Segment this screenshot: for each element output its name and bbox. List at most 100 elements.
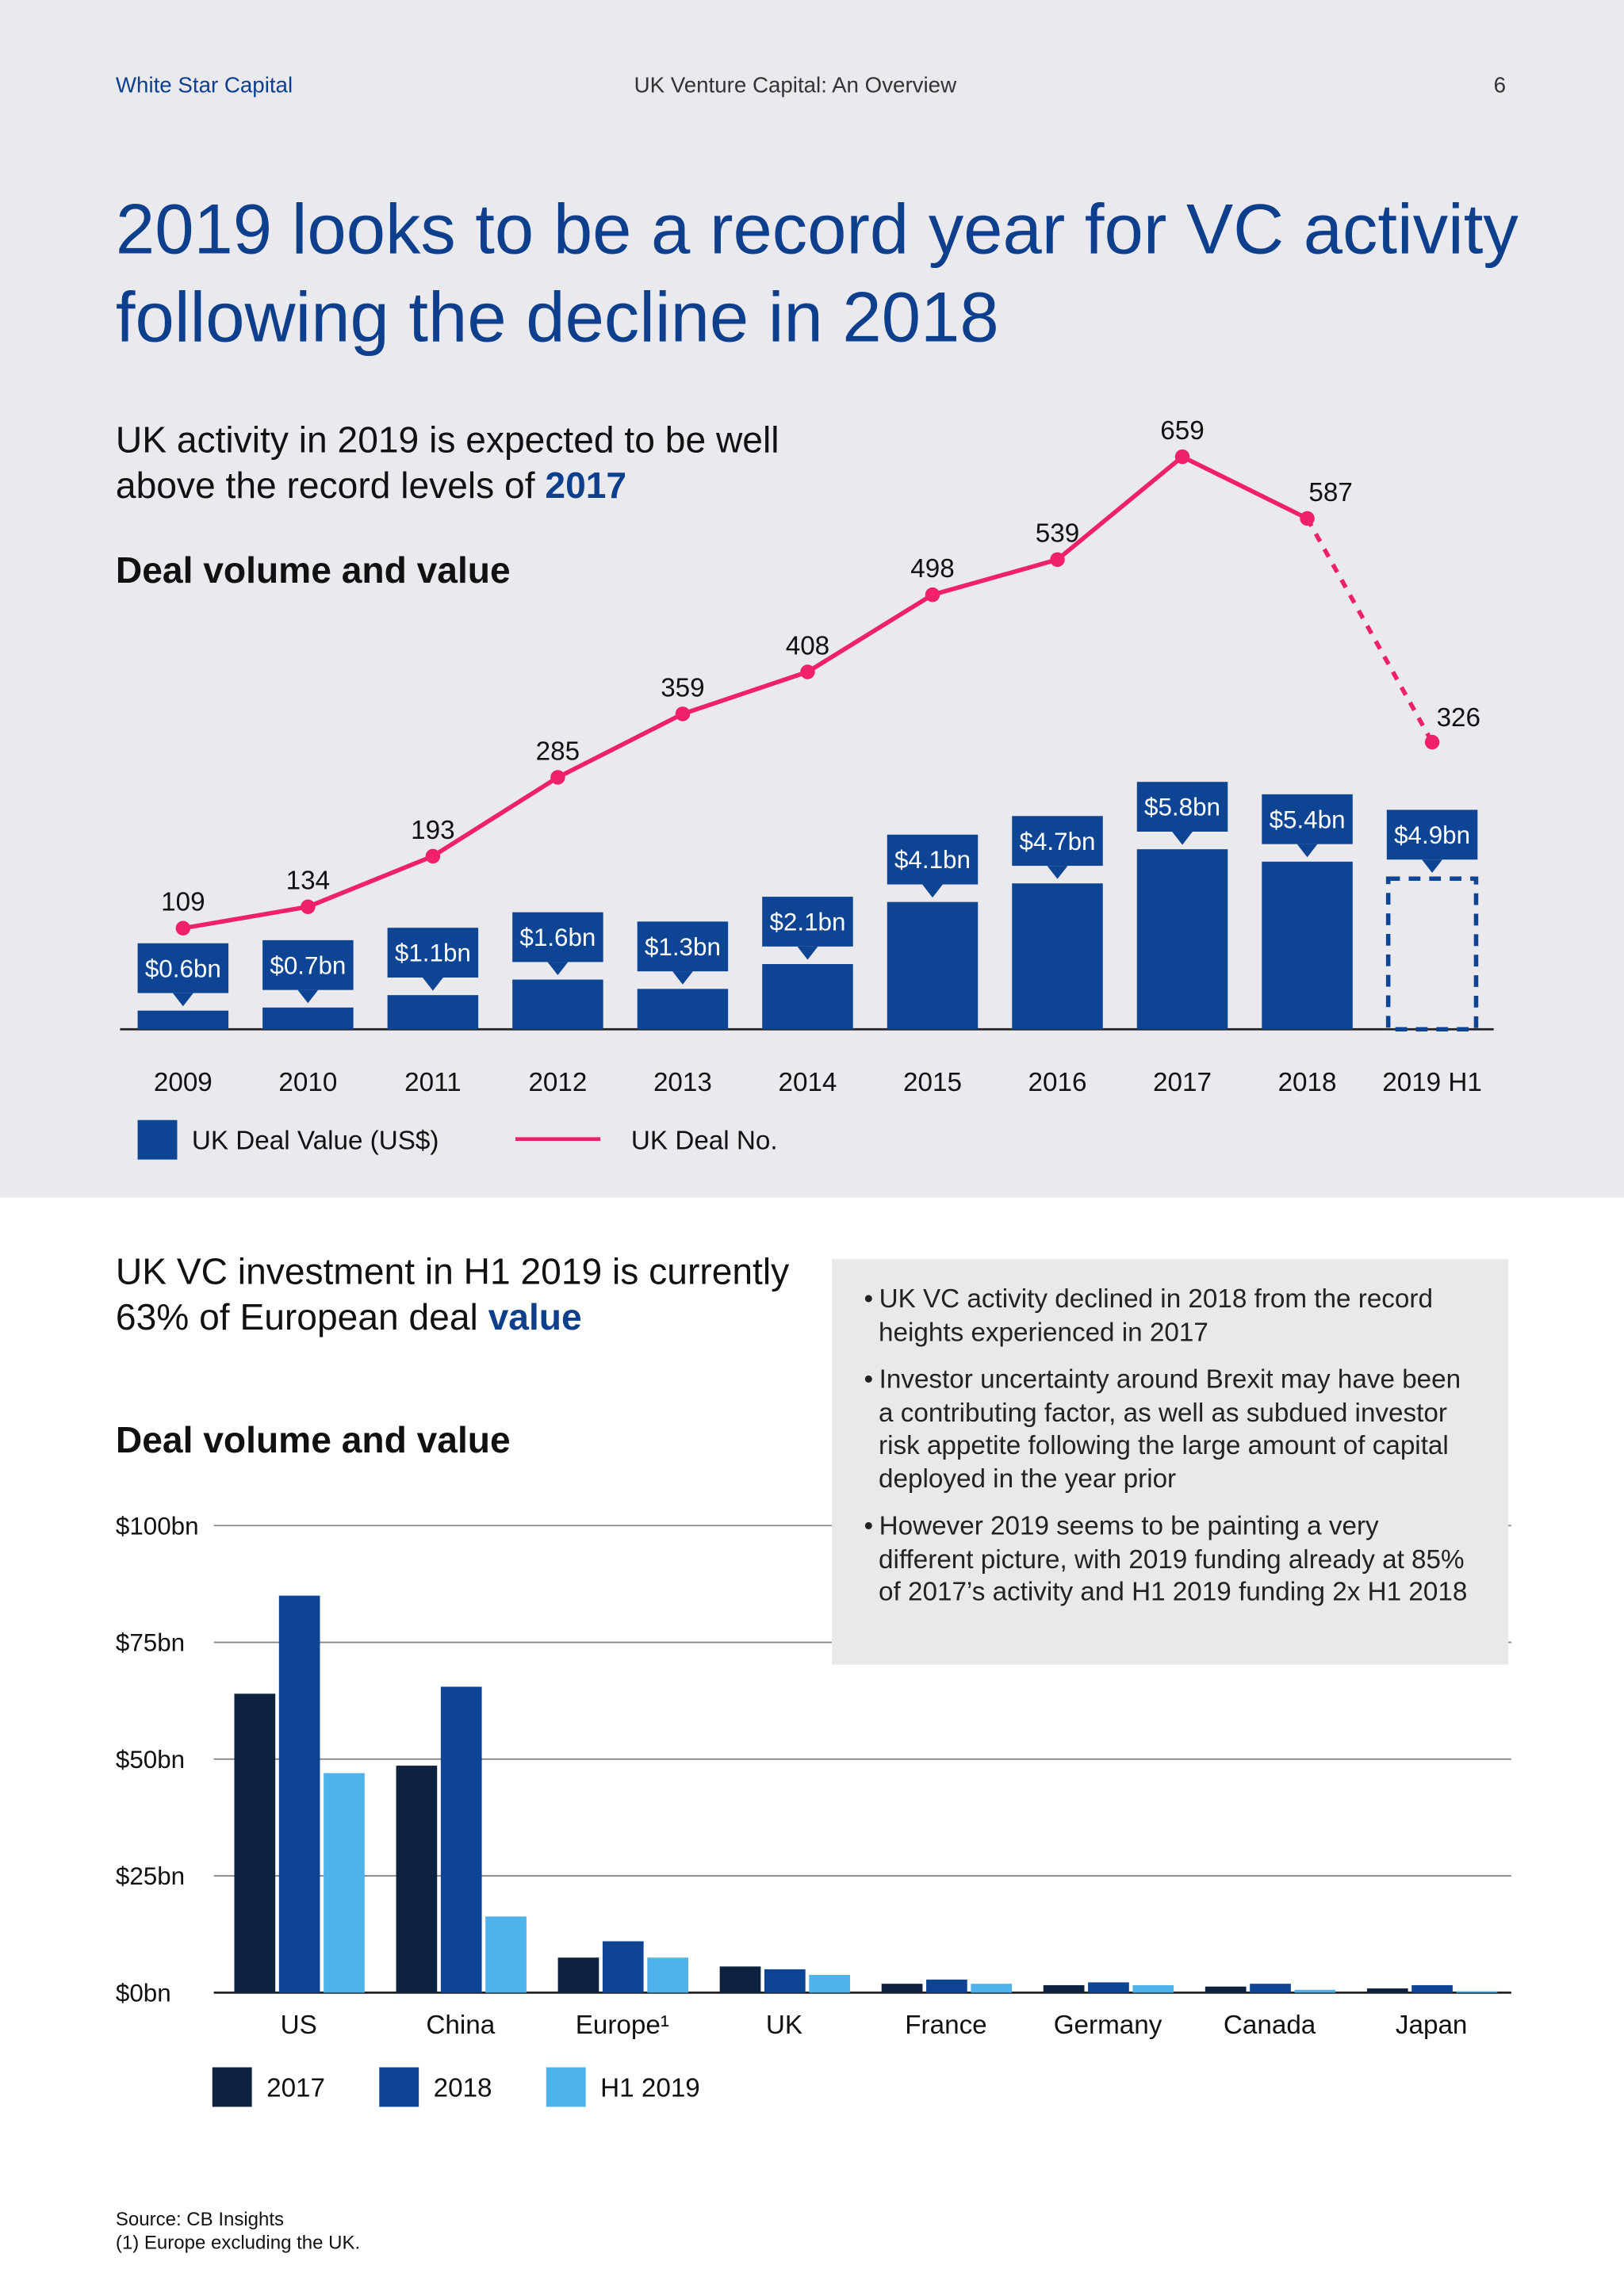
bar-2018 bbox=[440, 1686, 482, 1993]
bullet-3: However 2019 seems to be painting a very… bbox=[864, 1510, 1480, 1609]
deal-count-line-segment bbox=[1181, 454, 1308, 521]
deal-count-label: 498 bbox=[910, 554, 954, 584]
y-tick-label: $50bn bbox=[116, 1746, 185, 1774]
deal-count-label: 587 bbox=[1308, 478, 1352, 507]
bullet-1: UK VC activity declined in 2018 from the… bbox=[864, 1283, 1480, 1349]
bar bbox=[262, 1007, 354, 1030]
bar bbox=[137, 1010, 229, 1030]
deal-count-line-segment bbox=[932, 557, 1059, 597]
legend-swatch bbox=[212, 2067, 252, 2107]
x-tick-label: 2009 bbox=[154, 1068, 213, 1097]
value-label-pointer bbox=[922, 884, 943, 898]
y-tick-label: $100bn bbox=[116, 1512, 199, 1540]
bar bbox=[637, 989, 729, 1030]
bar-h1-2019 bbox=[647, 1957, 688, 1993]
bar-value-label: $5.8bn bbox=[1144, 794, 1220, 821]
legend-label: 2017 bbox=[266, 2073, 325, 2103]
deal-count-label: 285 bbox=[536, 737, 580, 766]
bar-2018 bbox=[764, 1969, 806, 1993]
bar-h1-2019 bbox=[485, 1916, 527, 1993]
legend-label: H1 2019 bbox=[600, 2073, 700, 2103]
value-label-pointer bbox=[547, 962, 569, 976]
footnote: (1) Europe excluding the UK. bbox=[115, 2231, 361, 2254]
deal-count-point bbox=[1050, 552, 1065, 568]
deal-count-point bbox=[800, 664, 815, 679]
bar-value-label: $4.1bn bbox=[894, 846, 971, 874]
x-tick-label: Germany bbox=[1054, 2011, 1162, 2040]
commentary-box: UK VC activity declined in 2018 from the… bbox=[831, 1259, 1509, 1665]
deal-count-point bbox=[1300, 511, 1315, 526]
x-tick-label: Canada bbox=[1224, 2011, 1316, 2040]
deal-count-line-segment bbox=[1305, 517, 1434, 744]
value-label-box bbox=[512, 912, 603, 962]
x-tick-label: 2011 bbox=[404, 1068, 461, 1097]
value-label-box bbox=[1136, 782, 1228, 832]
global-vc-chart: $0bn $25bn $50bn $75bn $100bn US China Europe¹ U… bbox=[116, 1512, 1511, 2107]
value-label-pointer bbox=[1172, 831, 1193, 845]
value-label-box bbox=[137, 943, 229, 993]
x-tick-label: 2010 bbox=[278, 1068, 337, 1097]
bar-2018 bbox=[1411, 1984, 1453, 1993]
value-label-box bbox=[262, 939, 354, 990]
legend-swatch bbox=[546, 2067, 586, 2107]
bar-2018 bbox=[926, 1979, 967, 1993]
deal-count-label: 134 bbox=[286, 867, 330, 896]
y-tick-label: $0bn bbox=[116, 1979, 171, 2007]
value-label-box bbox=[1386, 809, 1478, 860]
x-tick-label: 2012 bbox=[528, 1068, 587, 1097]
x-tick-label: 2014 bbox=[778, 1068, 837, 1097]
legend-swatch bbox=[379, 2067, 419, 2107]
value-label-pointer bbox=[797, 946, 818, 960]
value-label-pointer bbox=[1297, 844, 1318, 858]
x-tick-label: France bbox=[905, 2011, 986, 2040]
bar bbox=[1012, 883, 1103, 1030]
x-tick-label: 2018 bbox=[1278, 1068, 1337, 1097]
bar-2017 bbox=[1043, 1984, 1085, 1993]
section2-subtitle: UK VC investment in H1 2019 is currently… bbox=[116, 1250, 818, 1341]
bar-2017 bbox=[1205, 1986, 1247, 1993]
bar-value-label: $4.7bn bbox=[1020, 828, 1096, 855]
x-tick-label: US bbox=[281, 2011, 317, 2040]
section2-chart-title: Deal volume and value bbox=[115, 1420, 511, 1462]
value-label-pointer bbox=[422, 978, 443, 991]
footer: Source: CB Insights (1) Europe excluding… bbox=[116, 2208, 360, 2255]
deal-count-point bbox=[550, 770, 565, 785]
deal-count-line-segment bbox=[431, 775, 559, 859]
value-label-box bbox=[1012, 816, 1103, 867]
bar-value-label: $1.3bn bbox=[645, 933, 721, 961]
x-tick-label: 2013 bbox=[653, 1068, 712, 1097]
bar bbox=[387, 995, 479, 1030]
bar-value-label: $0.6bn bbox=[145, 955, 221, 982]
bar-value-label: $4.9bn bbox=[1394, 821, 1470, 849]
x-tick-label: Japan bbox=[1396, 2011, 1468, 2040]
deal-count-label: 539 bbox=[1036, 519, 1079, 549]
bar bbox=[1262, 861, 1353, 1030]
deal-count-label: 408 bbox=[786, 631, 829, 660]
bar-value-label: $1.1bn bbox=[395, 939, 471, 967]
y-tick-label: $25bn bbox=[116, 1862, 185, 1890]
x-tick-label: 2016 bbox=[1028, 1068, 1087, 1097]
deal-count-label: 359 bbox=[661, 673, 704, 702]
bar-value-label: $2.1bn bbox=[769, 909, 845, 936]
value-label-pointer bbox=[672, 971, 693, 985]
brand-name: White Star Capital bbox=[115, 73, 293, 98]
deal-count-point bbox=[1174, 449, 1190, 465]
deal-count-label: 659 bbox=[1160, 416, 1204, 446]
legend-swatch-deal-value bbox=[137, 1119, 178, 1160]
section1-chart-title: Deal volume and value bbox=[115, 550, 511, 592]
bar-2018 bbox=[602, 1941, 644, 1993]
page-number: 6 bbox=[1493, 73, 1507, 98]
bar-2017 bbox=[881, 1984, 923, 1993]
document-title: UK Venture Capital: An Overview bbox=[634, 73, 957, 98]
bar bbox=[1136, 849, 1228, 1030]
bar-value-label: $5.4bn bbox=[1270, 806, 1346, 833]
bar-h1-2019 bbox=[324, 1773, 365, 1993]
value-label-box bbox=[887, 834, 979, 885]
bar-projected bbox=[1385, 876, 1479, 1032]
subtitle-text: UK activity in 2019 is expected to be we… bbox=[115, 420, 779, 507]
section1-subtitle: UK activity in 2019 is expected to be we… bbox=[116, 419, 848, 509]
x-tick-label: 2019 H1 bbox=[1382, 1068, 1482, 1097]
bar-2017 bbox=[1366, 1988, 1408, 1993]
x-tick-label: 2015 bbox=[903, 1068, 962, 1097]
